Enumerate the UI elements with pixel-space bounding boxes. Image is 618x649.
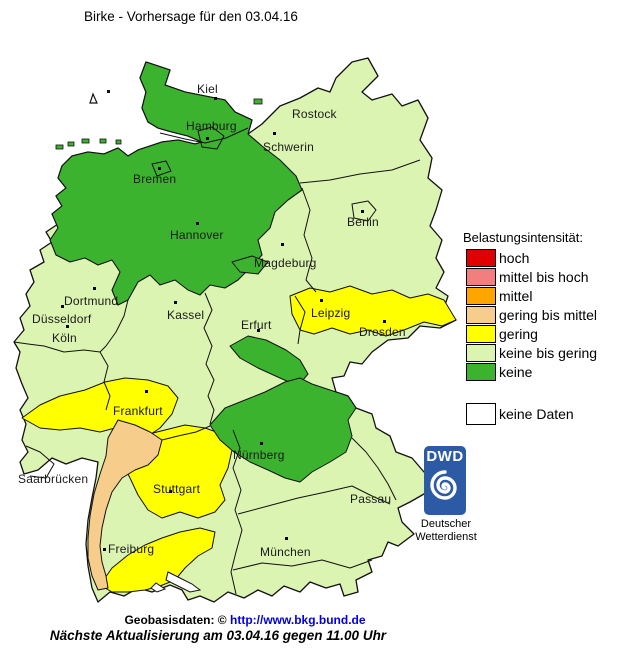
city-label-stuttgart: Stuttgart (153, 482, 201, 496)
city-label-duesseldorf: Düsseldorf (32, 312, 92, 326)
islet-dot (107, 90, 110, 93)
legend-swatch-keine (466, 362, 496, 381)
city-label-rostock: Rostock (292, 107, 337, 121)
page-title: Birke - Vorhersage für den 03.04.16 (84, 9, 298, 24)
legend-item-gering: gering (466, 324, 538, 343)
city-dots (61, 97, 386, 551)
region-franken-keine (209, 377, 357, 483)
legend-item-keine-bis-gering: keine bis gering (466, 343, 597, 362)
city-label-nuernberg: Nürnberg (233, 448, 285, 462)
city-label-hamburg: Hamburg (186, 119, 237, 133)
city-label-erfurt: Erfurt (241, 318, 272, 332)
region-harz-keine (231, 255, 269, 275)
dwd-name: Deutscher Wetterdienst (415, 518, 477, 543)
region-sachsen-gering (289, 285, 457, 337)
city-label-schwerin: Schwerin (263, 140, 314, 154)
city-label-passau: Passau (350, 492, 392, 506)
city-label-magdeburg: Magdeburg (254, 256, 317, 270)
legend-swatch-mittel-bis-hoch (466, 267, 496, 286)
city-label-dresden: Dresden (359, 325, 406, 339)
legend-swatch-keine-daten (466, 402, 496, 425)
city-label-saarbruecken: Saarbrücken (18, 472, 89, 486)
city-label-berlin: Berlin (347, 215, 379, 229)
city-label-kassel: Kassel (167, 308, 205, 322)
state-boundaries (13, 126, 421, 595)
city-label-freiburg: Freiburg (108, 542, 155, 556)
legend-item-keine-daten: keine Daten (466, 402, 574, 425)
legend-item-keine: keine (466, 362, 532, 381)
city-label-koeln: Köln (52, 331, 77, 345)
legend-swatch-keine-bis-gering (466, 343, 496, 362)
legend-item-mittel-bis-hoch: mittel bis hoch (466, 267, 588, 286)
city-label-kiel: Kiel (197, 82, 218, 96)
legend-swatch-gering-bis-mittel (466, 305, 496, 324)
footer-update-notice: Nächste Aktualisierung am 03.04.16 gegen… (49, 628, 387, 643)
legend-title: Belastungsintensität: (463, 230, 583, 245)
city-label-hannover: Hannover (170, 228, 224, 242)
legend-item-mittel: mittel (466, 286, 532, 305)
region-north-keine (49, 61, 303, 306)
dwd-spiral-icon (430, 470, 457, 500)
legend-item-hoch: hoch (466, 248, 529, 267)
city-label-leipzig: Leipzig (311, 306, 351, 320)
city-label-dortmund: Dortmund (64, 294, 119, 308)
coastal-islands (55, 98, 263, 150)
legend-swatch-hoch (466, 248, 496, 267)
footer-geodata-link[interactable]: http://www.bkg.bund.de (230, 613, 366, 627)
island-helgoland (89, 92, 98, 104)
footer-geodata-label: Geobasisdaten: © (124, 613, 227, 627)
legend-swatch-gering (466, 324, 496, 343)
city-label-frankfurt: Frankfurt (113, 404, 163, 418)
legend-item-gering-bis-mittel: gering bis mittel (466, 305, 597, 324)
footer-geodata: Geobasisdaten: © http://www.bkg.bund.de (100, 613, 390, 627)
city-label-muenchen: München (260, 545, 311, 559)
lake-bodensee (150, 571, 202, 593)
region-oberrhein-gering-bis-mittel (87, 419, 163, 591)
dwd-logo-text: DWD (426, 448, 464, 465)
region-rheinmain-gering (21, 377, 179, 439)
dwd-logo: DWD (424, 446, 466, 515)
legend-swatch-mittel (466, 286, 496, 305)
region-thueringerwald-keine (229, 335, 309, 387)
region-bodensee-gering (99, 527, 216, 593)
city-label-bremen: Bremen (133, 172, 177, 186)
